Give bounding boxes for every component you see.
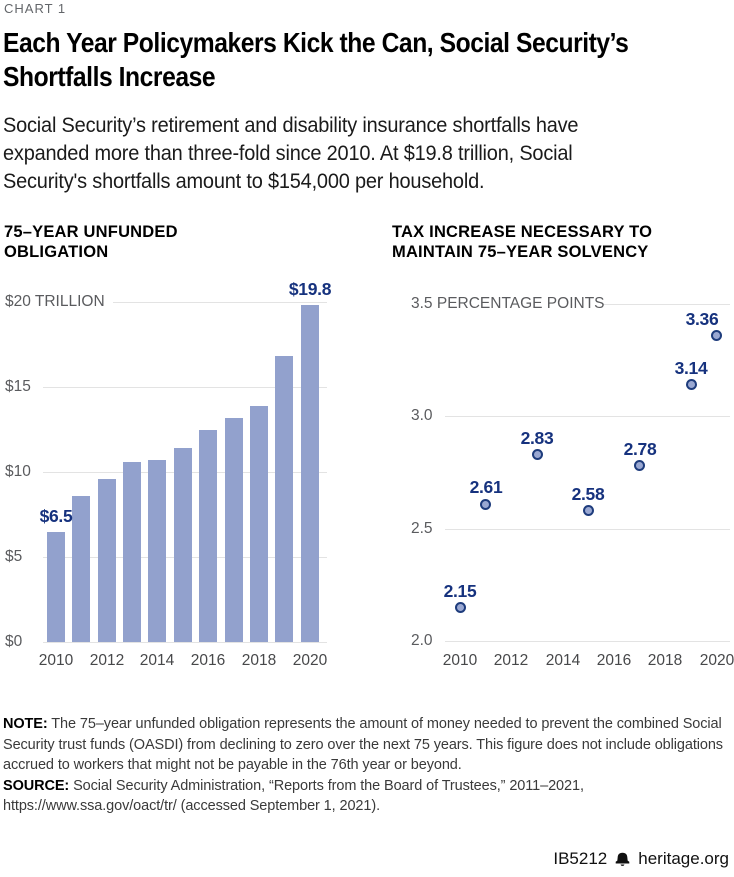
point-2013 xyxy=(531,449,543,460)
right-chart-gridline xyxy=(445,529,730,530)
bar-2018 xyxy=(249,405,268,642)
note-text: The 75–year unfunded obligation represen… xyxy=(3,716,723,773)
bar-2016 xyxy=(199,429,218,642)
right-chart-ytick: 3.0 xyxy=(411,407,433,424)
left-chart-gridline xyxy=(113,302,327,303)
left-chart-ytick: $10 xyxy=(5,463,31,480)
page-title-line-2: Shortfalls Increase xyxy=(3,61,216,92)
left-chart-gridline xyxy=(43,642,327,643)
page-subtitle-line-1: Social Security’s retirement and disabil… xyxy=(3,114,579,137)
bar-2017 xyxy=(224,417,243,642)
bar-2015 xyxy=(173,448,192,642)
source-text: Social Security Administration, “Reports… xyxy=(3,777,584,815)
right-chart-xtick-2014: 2014 xyxy=(545,652,581,669)
left-chart-xtick-2010: 2010 xyxy=(38,652,74,669)
right-chart-ytick: 2.5 xyxy=(411,520,433,537)
bar-2012 xyxy=(97,478,116,642)
page-title-line-1: Each Year Policymakers Kick the Can, Soc… xyxy=(3,27,629,58)
point-label-2020: 3.36 xyxy=(685,309,719,329)
point-label-2010: 2.15 xyxy=(443,581,477,601)
point-2015 xyxy=(582,505,594,517)
right-chart-title: TAX INCREASE NECESSARY TO MAINTAIN 75–YE… xyxy=(392,222,652,262)
right-chart-gridline xyxy=(445,641,730,642)
right-chart-ytick: 2.0 xyxy=(411,632,433,649)
bar-label-2020: $19.8 xyxy=(288,279,332,299)
left-chart-xtick-2016: 2016 xyxy=(190,652,226,669)
bar-2014 xyxy=(148,460,167,642)
bar-2020 xyxy=(300,305,319,642)
left-chart-ytick: $20 TRILLION xyxy=(5,293,105,310)
chart-kicker: CHART 1 xyxy=(4,1,67,16)
page-subtitle: Social Security’s retirement and disabil… xyxy=(3,112,579,196)
right-chart-xtick-2010: 2010 xyxy=(442,652,478,669)
left-chart-xtick-2012: 2012 xyxy=(89,652,125,669)
footer-doc-id: IB5212 xyxy=(553,849,608,868)
point-label-2011: 2.61 xyxy=(469,477,503,497)
point-2010 xyxy=(454,601,466,613)
footer-site: heritage.org xyxy=(638,849,729,868)
page-subtitle-line-2: expanded more than three-fold since 2010… xyxy=(3,142,573,165)
right-chart-xtick-2012: 2012 xyxy=(493,652,529,669)
left-chart-ytick: $15 xyxy=(5,378,31,395)
left-chart-ytick: $5 xyxy=(5,548,23,565)
right-chart-gridline xyxy=(603,304,730,305)
bar-2011 xyxy=(72,495,91,642)
note-label: NOTE: xyxy=(3,716,48,732)
bar-2019 xyxy=(275,356,294,642)
right-chart-xtick-2016: 2016 xyxy=(596,652,632,669)
right-chart-xtick-2018: 2018 xyxy=(647,652,683,669)
bar-2013 xyxy=(123,461,142,642)
footer: IB5212 heritage.org xyxy=(553,849,729,869)
point-label-2013: 2.83 xyxy=(520,428,554,448)
left-chart-xtick-2018: 2018 xyxy=(241,652,277,669)
left-chart-title-line-2: OBLIGATION xyxy=(4,243,109,261)
bar-label-2010: $6.5 xyxy=(39,506,73,526)
point-2011 xyxy=(480,498,492,510)
page-title: Each Year Policymakers Kick the Can, Soc… xyxy=(3,26,629,94)
liberty-bell-icon xyxy=(615,852,630,866)
page-subtitle-line-3: Security's shortfalls amount to $154,000… xyxy=(3,170,485,193)
right-chart-ytick: 3.5 PERCENTAGE POINTS xyxy=(411,295,605,312)
left-chart-xtick-2014: 2014 xyxy=(139,652,175,669)
left-chart-title: 75–YEAR UNFUNDED OBLIGATION xyxy=(4,222,178,262)
bar-2010 xyxy=(47,531,65,642)
note-source-block: NOTE: The 75–year unfunded obligation re… xyxy=(3,714,733,817)
left-chart-title-line-1: 75–YEAR UNFUNDED xyxy=(4,223,178,241)
point-label-2019: 3.14 xyxy=(674,358,708,378)
left-chart-ytick: $0 xyxy=(5,633,23,650)
left-chart-gridline xyxy=(43,387,327,388)
point-label-2015: 2.58 xyxy=(571,484,605,504)
point-2020 xyxy=(711,330,723,341)
point-2019 xyxy=(685,379,697,391)
point-2017 xyxy=(634,460,646,472)
right-chart-title-line-1: TAX INCREASE NECESSARY TO xyxy=(392,223,653,241)
right-chart-title-line-2: MAINTAIN 75–YEAR SOLVENCY xyxy=(392,243,649,261)
right-chart-xtick-2020: 2020 xyxy=(699,652,734,669)
point-label-2017: 2.78 xyxy=(623,439,657,459)
source-label: SOURCE: xyxy=(3,777,70,794)
right-chart-gridline xyxy=(445,416,730,417)
left-chart-xtick-2020: 2020 xyxy=(292,652,328,669)
